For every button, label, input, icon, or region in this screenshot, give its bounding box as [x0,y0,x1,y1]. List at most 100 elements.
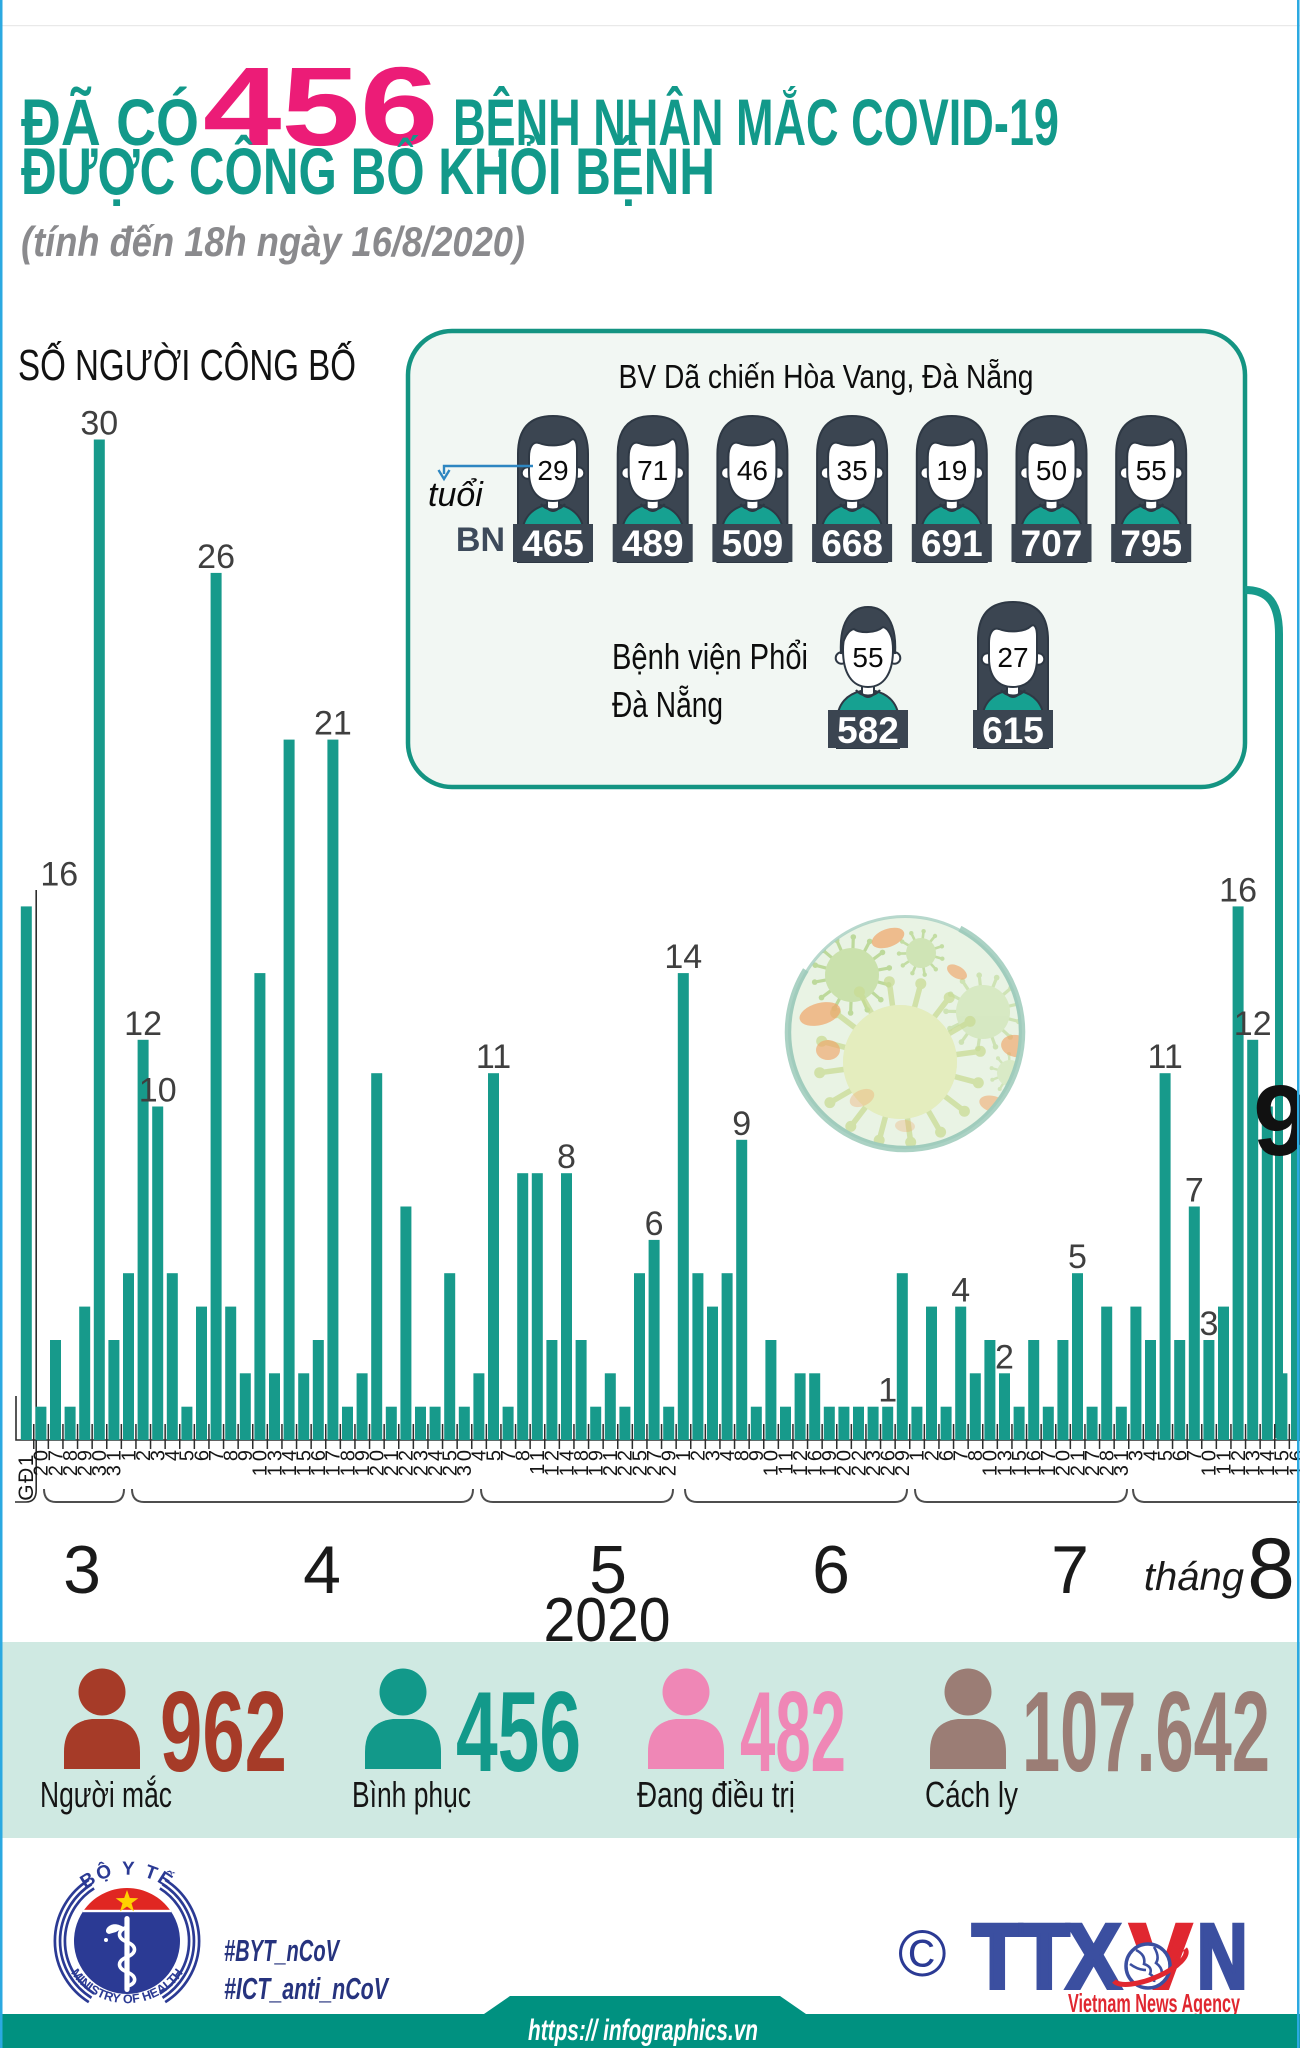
svg-text:7: 7 [206,1446,228,1461]
svg-text:18: 18 [337,1446,359,1476]
svg-text:21: 21 [1067,1446,1089,1476]
svg-text:11: 11 [1213,1446,1235,1475]
svg-text:ĐÃ CÓ: ĐÃ CÓ [21,85,199,159]
svg-text:16: 16 [805,1446,827,1476]
svg-text:(tính đến 18h ngày 16/8/2020): (tính đến 18h ngày 16/8/2020) [21,218,525,265]
svg-text:7: 7 [951,1446,973,1461]
svg-text:8: 8 [965,1446,987,1461]
svg-text:1: 1 [878,1372,897,1410]
svg-text:31: 31 [1111,1446,1133,1476]
svg-text:16: 16 [308,1446,330,1476]
svg-text:Đang điều trị: Đang điều trị [637,1774,795,1815]
svg-text:TTX: TTX [972,1905,1121,2008]
svg-text:1: 1 [118,1446,140,1461]
svg-text:2: 2 [995,1338,1014,1376]
svg-text:22: 22 [396,1446,418,1476]
svg-text:30: 30 [454,1446,476,1476]
svg-text:9: 9 [732,1105,751,1143]
svg-text:465: 465 [522,523,584,564]
svg-text:29: 29 [75,1446,97,1476]
svg-text:4: 4 [469,1446,491,1461]
svg-text:4: 4 [1140,1446,1162,1461]
svg-text:26: 26 [878,1446,900,1476]
svg-text:17: 17 [1038,1446,1060,1476]
svg-text:21: 21 [381,1446,403,1476]
svg-text:BỆNH NHÂN MẮC COVID-19: BỆNH NHÂN MẮC COVID-19 [453,85,1059,159]
svg-text:21: 21 [314,705,352,743]
svg-text:10: 10 [761,1446,783,1476]
svg-text:20: 20 [367,1446,389,1476]
svg-text:16: 16 [1286,1446,1300,1476]
svg-text:GĐ1: GĐ1 [15,1453,38,1501]
svg-text:4: 4 [303,1532,341,1608]
svg-text:23: 23 [863,1446,885,1476]
svg-text:14: 14 [664,938,702,976]
svg-text:#BYT_nCoV: #BYT_nCoV [224,1933,341,1968]
svg-text:©: © [898,1916,947,1990]
svg-text:16: 16 [40,855,78,893]
svg-text:29: 29 [892,1446,914,1476]
svg-text:12: 12 [124,1005,162,1043]
svg-text:20: 20 [31,1446,53,1476]
svg-text:4: 4 [951,1272,970,1310]
svg-text:5: 5 [1155,1446,1177,1461]
svg-text:#ICT_anti_nCoV: #ICT_anti_nCoV [224,1971,390,2006]
svg-text:22: 22 [615,1446,637,1476]
svg-text:7: 7 [498,1446,520,1461]
svg-text:26: 26 [197,538,235,576]
svg-text:BV Dã chiến Hòa Vang, Đà Nẵng: BV Dã chiến Hòa Vang, Đà Nẵng [619,358,1034,395]
svg-text:12: 12 [1234,1005,1272,1043]
svg-text:15: 15 [1272,1446,1294,1476]
svg-text:30: 30 [80,405,118,443]
svg-text:691: 691 [921,523,983,564]
svg-text:12: 12 [790,1446,812,1476]
svg-text:12: 12 [1228,1446,1250,1476]
svg-text:55: 55 [1136,455,1167,486]
svg-text:8: 8 [732,1446,754,1461]
svg-text:Vietnam News Agency: Vietnam News Agency [1068,1988,1240,2018]
svg-text:6: 6 [191,1446,213,1461]
svg-text:14: 14 [556,1446,578,1476]
svg-text:29: 29 [537,455,568,486]
svg-text:SỐ NGƯỜI CÔNG BỐ: SỐ NGƯỜI CÔNG BỐ [18,339,356,390]
svg-text:15: 15 [1009,1446,1031,1476]
svg-text:4: 4 [717,1446,739,1461]
svg-text:16: 16 [1219,871,1257,909]
svg-text:8: 8 [1247,1521,1295,1617]
svg-text:25: 25 [440,1446,462,1476]
svg-text:456: 456 [203,44,438,169]
svg-text:46: 46 [737,455,768,486]
svg-text:13: 13 [994,1446,1016,1476]
svg-text:707: 707 [1021,523,1083,564]
svg-text:2: 2 [688,1446,710,1461]
svg-text:509: 509 [722,523,784,564]
svg-text:2: 2 [133,1446,155,1461]
svg-text:4: 4 [162,1446,184,1461]
svg-text:1: 1 [673,1446,695,1461]
svg-text:18: 18 [571,1446,593,1476]
svg-text:9: 9 [1253,1065,1300,1177]
svg-text:25: 25 [629,1446,651,1476]
svg-text:11: 11 [1147,1038,1182,1076]
svg-text:482: 482 [740,1669,846,1796]
svg-text:7: 7 [1051,1532,1089,1608]
svg-text:7: 7 [1185,1172,1204,1210]
svg-text:30: 30 [89,1446,111,1476]
svg-text:https:// infographics.vn: https:// infographics.vn [528,2014,758,2047]
svg-text:71: 71 [637,455,668,486]
svg-text:Đà Nẵng: Đà Nẵng [612,684,723,725]
svg-text:35: 35 [837,455,868,486]
svg-text:962: 962 [160,1669,287,1796]
svg-text:20: 20 [834,1446,856,1476]
svg-text:ĐƯỢC CÔNG BỐ KHỎI BỆNH: ĐƯỢC CÔNG BỐ KHỎI BỆNH [21,134,715,208]
svg-text:5: 5 [1068,1238,1087,1276]
svg-text:19: 19 [819,1446,841,1476]
svg-text:28: 28 [1097,1446,1119,1476]
svg-text:11: 11 [476,1038,511,1076]
svg-text:9: 9 [235,1446,257,1461]
svg-text:13: 13 [264,1446,286,1476]
svg-text:16: 16 [1024,1446,1046,1476]
svg-text:8: 8 [557,1138,576,1176]
svg-text:9: 9 [746,1446,768,1461]
svg-text:10: 10 [980,1446,1002,1476]
